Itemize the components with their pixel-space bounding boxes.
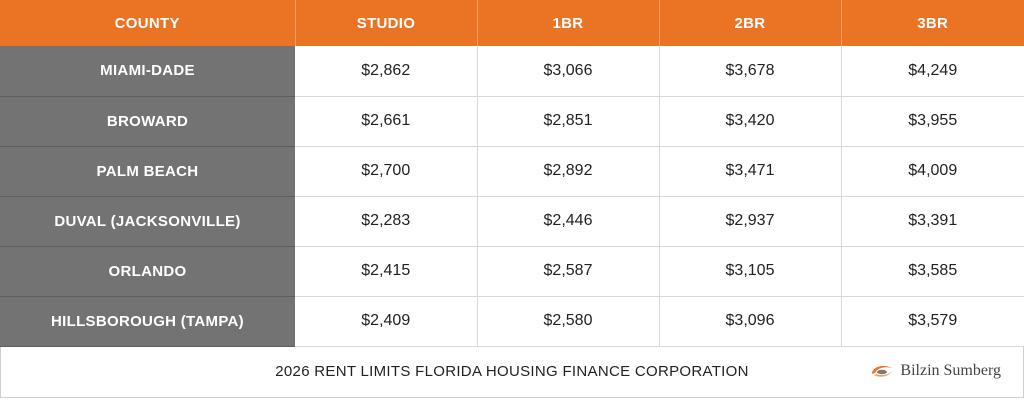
3br-cell: $4,249 [841,46,1024,97]
bilzin-sumberg-logo-icon [872,366,893,377]
table-header-row: COUNTY STUDIO 1BR 2BR 3BR [0,0,1024,46]
table-row: PALM BEACH $2,700 $2,892 $3,471 $4,009 [0,146,1024,197]
3br-cell: $3,391 [841,196,1024,247]
3br-cell: $3,955 [841,96,1024,147]
studio-cell: $2,283 [295,196,478,247]
table-row: ORLANDO $2,415 $2,587 $3,105 $3,585 [0,246,1024,297]
3br-cell: $3,585 [841,246,1024,297]
header-3br: 3BR [841,0,1024,46]
studio-cell: $2,409 [295,296,478,347]
studio-cell: $2,415 [295,246,478,297]
county-cell: DUVAL (JACKSONVILLE) [0,196,295,247]
2br-cell: $3,678 [659,46,842,97]
header-2br: 2BR [659,0,842,46]
county-cell: MIAMI-DADE [0,46,295,97]
rent-limits-table: COUNTY STUDIO 1BR 2BR 3BR MIAMI-DADE $2,… [0,0,1024,347]
table-row: DUVAL (JACKSONVILLE) $2,283 $2,446 $2,93… [0,196,1024,247]
1br-cell: $2,892 [477,146,660,197]
county-cell: HILLSBOROUGH (TAMPA) [0,296,295,347]
footer-caption: 2026 RENT LIMITS FLORIDA HOUSING FINANCE… [275,363,749,380]
1br-cell: $2,580 [477,296,660,347]
header-county: COUNTY [0,0,296,46]
table-row: BROWARD $2,661 $2,851 $3,420 $3,955 [0,96,1024,147]
3br-cell: $3,579 [841,296,1024,347]
footer-bar: 2026 RENT LIMITS FLORIDA HOUSING FINANCE… [0,347,1024,398]
2br-cell: $3,420 [659,96,842,147]
2br-cell: $3,096 [659,296,842,347]
1br-cell: $3,066 [477,46,660,97]
header-1br: 1BR [477,0,660,46]
county-cell: PALM BEACH [0,146,295,197]
studio-cell: $2,862 [295,46,478,97]
county-cell: ORLANDO [0,246,295,297]
logo-text: Bilzin Sumberg [900,362,1001,379]
county-cell: BROWARD [0,96,295,147]
3br-cell: $4,009 [841,146,1024,197]
studio-cell: $2,700 [295,146,478,197]
2br-cell: $3,471 [659,146,842,197]
header-studio: STUDIO [295,0,478,46]
studio-cell: $2,661 [295,96,478,147]
2br-cell: $3,105 [659,246,842,297]
1br-cell: $2,587 [477,246,660,297]
company-logo: Bilzin Sumberg [869,361,1001,381]
table-row: HILLSBOROUGH (TAMPA) $2,409 $2,580 $3,09… [0,296,1024,347]
1br-cell: $2,851 [477,96,660,147]
table-row: MIAMI-DADE $2,862 $3,066 $3,678 $4,249 [0,46,1024,97]
2br-cell: $2,937 [659,196,842,247]
1br-cell: $2,446 [477,196,660,247]
